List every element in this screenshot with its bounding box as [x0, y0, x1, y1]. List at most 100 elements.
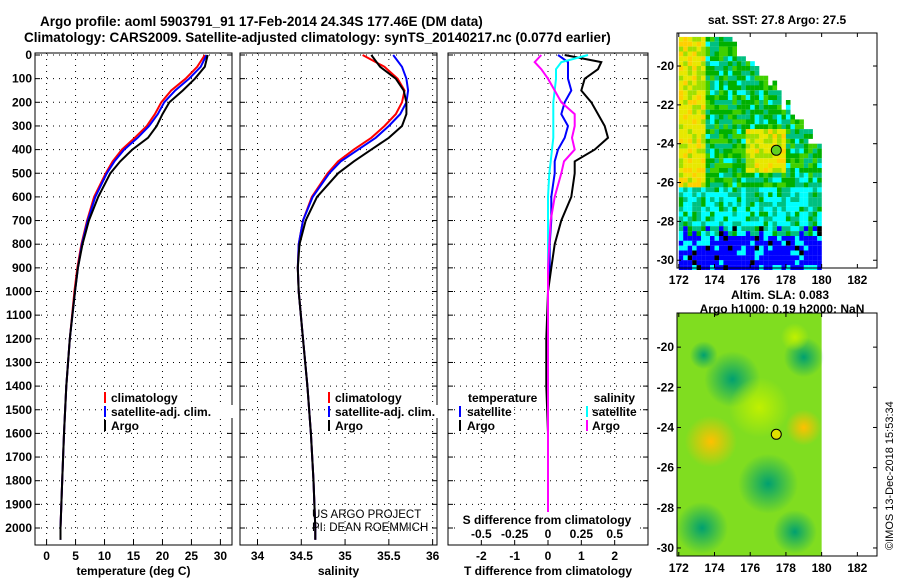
sst-cell: [683, 202, 688, 207]
sst-cell: [741, 85, 746, 91]
sst-cell: [763, 75, 769, 81]
sst-cell: [794, 138, 800, 144]
sst-cell: [803, 236, 809, 241]
lat-tick-label: -24: [657, 420, 675, 434]
xtick-label: 35.5: [377, 549, 401, 563]
legend-swatch: [104, 392, 106, 403]
sst-cell: [723, 177, 728, 183]
sst-cell: [696, 36, 702, 42]
sst-cell: [812, 192, 818, 198]
sst-cell: [803, 255, 809, 261]
sst-cell: [772, 177, 778, 183]
sst-cell: [714, 36, 720, 42]
sst-cell: [768, 153, 773, 159]
sst-cell: [741, 119, 746, 125]
sst-cell: [723, 66, 728, 71]
sst-cell: [732, 221, 737, 227]
sst-cell: [714, 119, 720, 125]
sst-cell: [696, 66, 702, 71]
sst-cell: [794, 236, 800, 241]
sst-cell: [723, 148, 728, 154]
sst-cell: [683, 197, 688, 202]
sst-cell: [723, 206, 728, 212]
sst-cell: [705, 153, 711, 159]
sst-cell: [692, 255, 697, 261]
sst-cell: [781, 250, 787, 256]
xtick-label: 15: [127, 549, 141, 563]
sst-cell: [772, 187, 778, 193]
sst-cell: [736, 255, 742, 261]
sst-cell: [692, 163, 697, 168]
sst-cell: [701, 226, 706, 232]
sst-cell: [692, 177, 697, 183]
sst-cell: [817, 236, 822, 241]
sst-cell: [759, 187, 764, 193]
sst-cell: [723, 46, 728, 52]
sst-cell: [750, 148, 755, 154]
sst-cell: [741, 187, 746, 193]
sst-cell: [710, 231, 715, 236]
sst-cell: [794, 226, 800, 232]
sst-cell: [772, 95, 778, 100]
sst-cell: [763, 153, 769, 159]
s-tick-label: 0.5: [606, 527, 623, 541]
sst-cell: [678, 41, 684, 47]
sst-cell: [741, 134, 746, 139]
sst-cell: [727, 114, 733, 120]
sst-cell: [781, 245, 787, 251]
sst-cell: [817, 216, 822, 222]
sst-cell: [719, 61, 724, 67]
sst-cell: [799, 138, 804, 144]
sst-cell: [768, 95, 773, 100]
sst-cell: [696, 216, 702, 222]
sst-cell: [701, 75, 706, 81]
sst-cell: [714, 153, 720, 159]
legend-label: Argo: [335, 419, 363, 433]
s-tick-label: -0.25: [501, 527, 529, 541]
sst-cell: [736, 240, 742, 246]
sst-cell: [701, 36, 706, 42]
sst-cell: [750, 66, 755, 71]
map-title: Altim. SLA: 0.083: [731, 288, 829, 302]
sst-cell: [777, 138, 782, 144]
sst-cell: [687, 114, 693, 120]
sst-cell: [710, 114, 715, 120]
sst-cell: [719, 75, 724, 81]
sst-cell: [683, 216, 688, 222]
sst-cell: [754, 66, 760, 71]
sst-cell: [799, 177, 804, 183]
sla-anomaly: [780, 323, 809, 352]
sst-cell: [687, 41, 693, 47]
sst-cell: [777, 119, 782, 125]
sst-cell: [759, 231, 764, 236]
sst-cell: [692, 100, 697, 105]
sst-cell: [785, 236, 791, 241]
sst-cell: [745, 61, 751, 67]
sst-cell: [741, 240, 746, 246]
sst-cell: [759, 221, 764, 227]
sst-cell: [808, 216, 813, 222]
lat-tick-label: -28: [657, 501, 675, 515]
sst-cell: [768, 129, 773, 134]
sst-cell: [714, 240, 720, 246]
sst-cell: [777, 206, 782, 212]
sst-cell: [759, 80, 764, 86]
sst-cell: [683, 187, 688, 193]
sst-cell: [750, 163, 755, 168]
sst-cell: [763, 192, 769, 198]
sst-cell: [781, 109, 787, 115]
sst-cell: [683, 177, 688, 183]
sst-cell: [678, 46, 684, 52]
sst-cell: [710, 75, 715, 81]
sst-cell: [705, 236, 711, 241]
sst-cell: [745, 95, 751, 100]
sst-cell: [785, 168, 791, 173]
sst-cell: [696, 172, 702, 178]
sst-cell: [719, 163, 724, 168]
plot-frame: [34, 52, 233, 546]
sst-cell: [768, 158, 773, 164]
sst-cell: [803, 143, 809, 149]
sst-cell: [799, 211, 804, 217]
sst-cell: [705, 231, 711, 236]
legend-label: Argo: [467, 419, 495, 433]
